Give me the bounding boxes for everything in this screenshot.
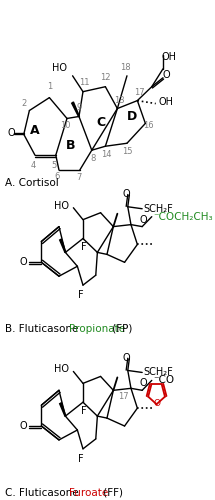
Text: F: F [81,242,87,252]
Text: 12: 12 [100,74,111,82]
Text: 2: 2 [21,99,26,108]
Text: SCH₂F: SCH₂F [144,368,174,378]
Text: (FP): (FP) [109,324,133,334]
Text: 15: 15 [123,146,133,156]
Text: O: O [20,258,28,268]
Text: OH: OH [159,96,174,106]
Text: (FF): (FF) [100,488,123,498]
Text: O: O [122,189,130,199]
Text: 5: 5 [52,160,57,170]
Text: HO: HO [54,364,69,374]
Text: Propionate: Propionate [69,324,126,334]
Text: OH: OH [161,52,176,62]
Text: 4: 4 [31,160,36,170]
Text: 16: 16 [143,121,154,130]
Text: ⁻COCH₂CH₃: ⁻COCH₂CH₃ [153,212,213,222]
Text: O: O [20,421,28,431]
Text: 8: 8 [91,154,96,162]
Text: 18: 18 [120,64,131,72]
Text: 13: 13 [114,96,125,105]
Polygon shape [60,402,66,416]
Text: ⁻CO: ⁻CO [153,376,175,386]
Text: F: F [78,290,83,300]
Text: O: O [153,398,160,407]
Text: 14: 14 [101,150,111,158]
Polygon shape [72,102,79,117]
Text: F: F [81,406,87,416]
Text: B: B [66,138,76,151]
Text: 7: 7 [76,174,82,182]
Text: Furoate: Furoate [69,488,109,498]
Text: A: A [30,124,40,137]
Text: O: O [140,214,147,224]
Text: C: C [96,116,105,129]
Text: HO: HO [52,63,67,73]
Text: D: D [127,110,137,123]
Text: C. Fluticasone: C. Fluticasone [5,488,82,498]
Text: A. Cortisol: A. Cortisol [5,178,59,188]
Text: 17: 17 [118,392,128,401]
Text: F: F [78,454,83,464]
Polygon shape [60,239,66,252]
Text: SCH₂F: SCH₂F [144,204,174,214]
Text: B. Fluticasone: B. Fluticasone [5,324,82,334]
Text: 1: 1 [47,82,52,91]
Text: O: O [7,128,15,138]
Text: 10: 10 [60,121,71,130]
Text: HO: HO [54,201,69,211]
Text: 9: 9 [76,103,82,112]
Text: 11: 11 [79,78,90,87]
Text: 6: 6 [55,172,60,182]
Text: O: O [140,378,147,388]
Text: 17: 17 [134,88,144,97]
Text: O: O [162,70,170,80]
Text: O: O [122,352,130,362]
